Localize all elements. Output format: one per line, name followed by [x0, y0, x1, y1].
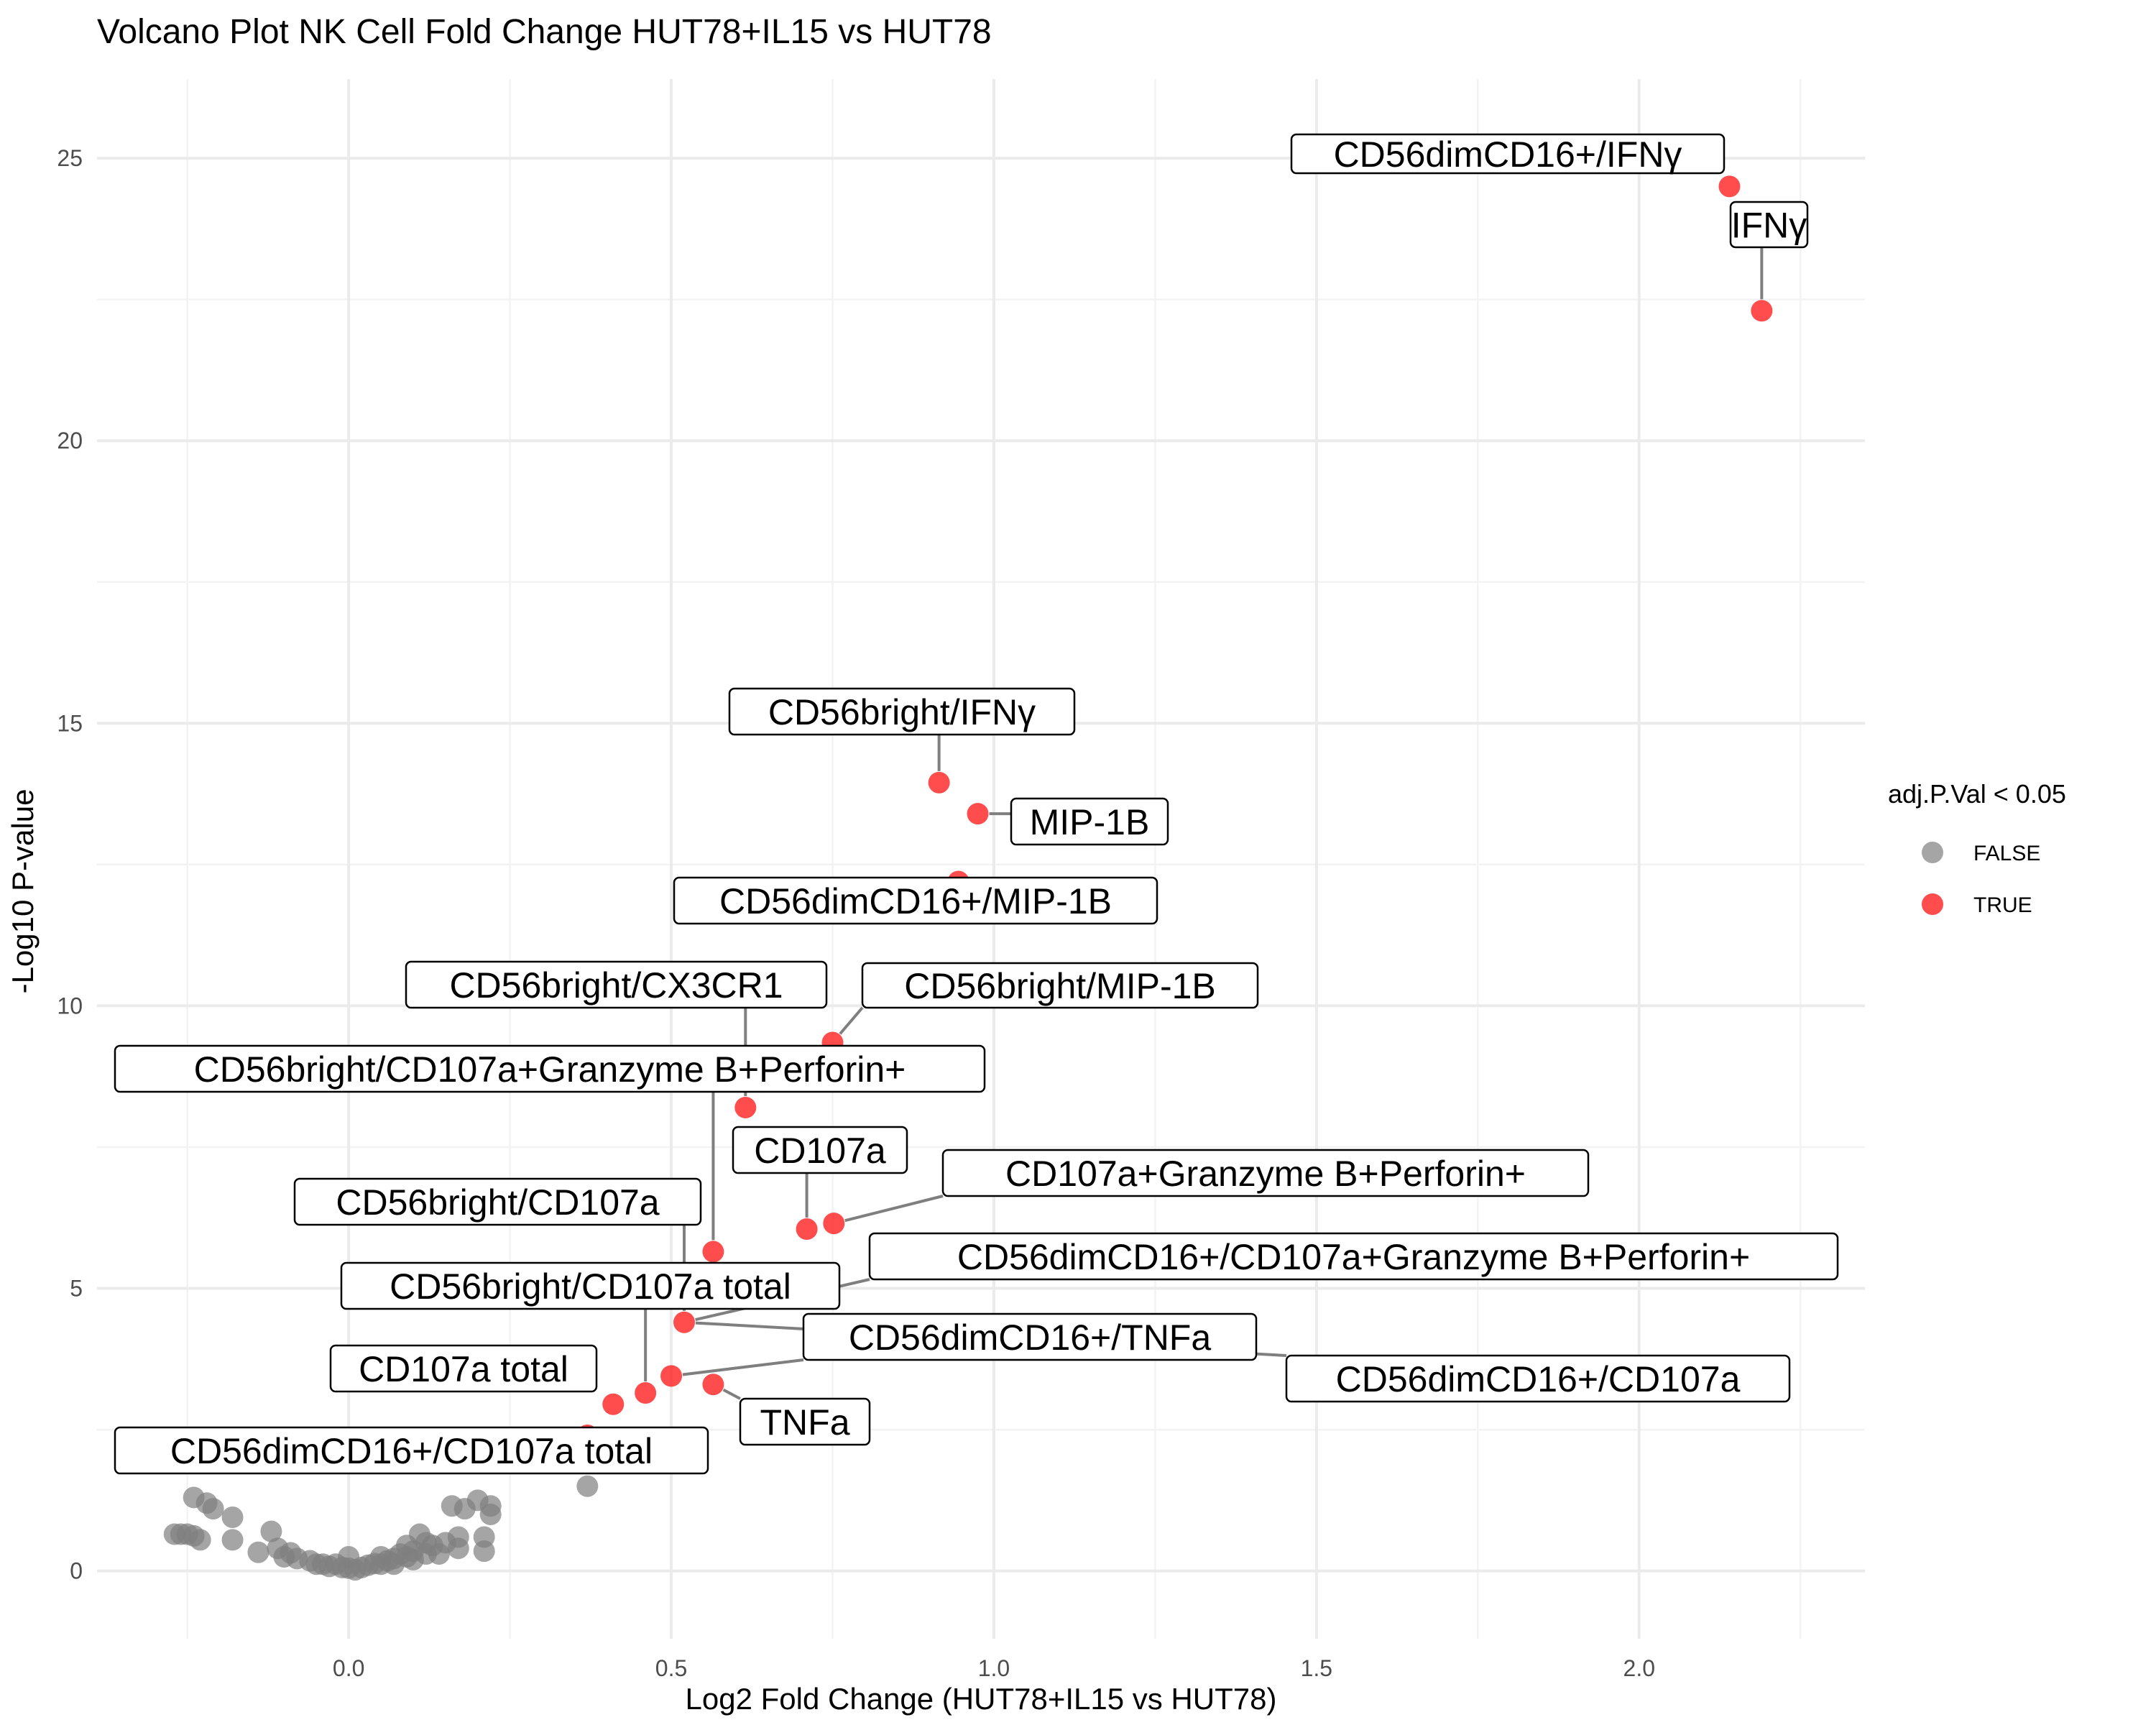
point-label-box	[1285, 1354, 1791, 1403]
point-label: CD56dimCD16+/CD107a+Granzyme B+Perforin+	[957, 1237, 1750, 1277]
point-label-box	[293, 1177, 702, 1226]
y-tick-label: 5	[70, 1276, 83, 1302]
point-labels: CD56dimCD16+/IFNγ IFNγ CD56bright/IFNγ MIP-…	[114, 133, 1839, 1475]
significant-point	[734, 1096, 757, 1118]
nonsignificant-point	[221, 1529, 244, 1551]
significant-point	[635, 1381, 657, 1404]
grid	[97, 79, 1865, 1639]
x-tick-label: 1.0	[978, 1655, 1010, 1681]
y-tick-label: 10	[57, 993, 83, 1018]
significant-point	[1718, 175, 1741, 198]
y-tick-label: 20	[57, 428, 83, 454]
significant-point	[928, 771, 950, 794]
nonsignificant-point	[576, 1475, 599, 1497]
significant-point	[796, 1218, 818, 1240]
point-label-box	[941, 1149, 1590, 1197]
significant-point	[823, 1213, 845, 1235]
point-label-box	[1290, 133, 1726, 175]
nonsignificant-point	[202, 1498, 224, 1520]
legend-title: adj.P.Val < 0.05	[1888, 779, 2066, 809]
y-tick-label: 15	[57, 710, 83, 736]
point-label-box	[405, 960, 828, 1009]
x-axis-title: Log2 Fold Change (HUT78+IL15 vs HUT78)	[686, 1682, 1277, 1716]
x-tick-label: 0.5	[655, 1655, 687, 1681]
point-label: CD107a total	[359, 1349, 568, 1389]
label-connector	[722, 1388, 741, 1400]
label-connector	[844, 1195, 944, 1223]
point-label-box	[1729, 201, 1809, 249]
point-label: CD107a	[754, 1131, 886, 1171]
significant-point	[967, 803, 989, 825]
point-label-box	[728, 687, 1076, 736]
y-axis-title: -Log10 P-value	[6, 789, 40, 994]
legend-key-false	[1922, 842, 1943, 863]
point-label-box	[802, 1312, 1258, 1361]
significant-point	[1751, 300, 1773, 322]
legend-key-true	[1922, 893, 1943, 915]
point-label: MIP-1B	[1030, 802, 1150, 842]
nonsignificant-point	[473, 1526, 495, 1548]
point-label: CD56bright/CD107a+Granzyme B+Perforin+	[194, 1049, 906, 1090]
point-label: IFNγ	[1731, 206, 1807, 246]
label-connector	[682, 1358, 804, 1376]
point-label-box	[868, 1232, 1839, 1281]
nonsignificant-point	[247, 1541, 270, 1563]
point-label-box	[1010, 797, 1169, 846]
point-label: CD56bright/CX3CR1	[449, 965, 783, 1006]
significant-point	[702, 1241, 724, 1263]
legend: adj.P.Val < 0.05 FALSE TRUE	[1888, 779, 2066, 917]
point-label-box	[739, 1397, 871, 1446]
nonsignificant-point	[479, 1504, 502, 1526]
point-label-box	[861, 962, 1259, 1009]
x-tick-label: 0.0	[333, 1655, 364, 1681]
legend-label-false: FALSE	[1973, 842, 2040, 865]
significant-point	[702, 1374, 724, 1396]
significant-point	[660, 1365, 683, 1387]
point-label: CD56bright/MIP-1B	[904, 966, 1216, 1006]
y-axis-ticks: 0 5 10 15 20 25	[57, 145, 83, 1584]
point-label: CD56dimCD16+/MIP-1B	[719, 881, 1112, 921]
y-tick-label: 0	[70, 1558, 83, 1584]
point-label: CD56bright/IFNγ	[768, 692, 1036, 732]
point-label: CD56dimCD16+/IFNγ	[1334, 134, 1682, 175]
x-axis-ticks: 0.0 0.5 1.0 1.5 2.0	[333, 1655, 1655, 1681]
point-label: CD56dimCD16+/CD107a	[1336, 1359, 1741, 1399]
nonsignificant-point	[447, 1526, 469, 1548]
nonsignificant-point	[260, 1520, 282, 1542]
legend-label-true: TRUE	[1973, 893, 2032, 917]
label-connector	[839, 1006, 864, 1035]
point-label-box	[340, 1261, 841, 1310]
y-tick-label: 25	[57, 145, 83, 171]
point-label: CD107a+Granzyme B+Perforin+	[1005, 1154, 1526, 1194]
chart-title: Volcano Plot NK Cell Fold Change HUT78+I…	[97, 13, 992, 51]
data-points	[163, 175, 1773, 1581]
point-label: CD56dimCD16+/TNFa	[849, 1317, 1212, 1358]
point-label-box	[732, 1126, 908, 1174]
significant-point	[673, 1311, 696, 1333]
nonsignificant-point	[221, 1506, 244, 1528]
point-label-box	[673, 876, 1158, 925]
x-tick-label: 2.0	[1623, 1655, 1655, 1681]
point-label: CD56dimCD16+/CD107a total	[170, 1431, 653, 1471]
significant-point	[602, 1393, 625, 1415]
point-label: CD56bright/CD107a	[336, 1182, 659, 1223]
point-label: CD56bright/CD107a total	[390, 1266, 791, 1307]
point-label-box	[329, 1344, 598, 1393]
x-tick-label: 1.5	[1301, 1655, 1332, 1681]
point-label: TNFa	[760, 1402, 850, 1443]
point-label-box	[114, 1044, 986, 1093]
point-label-box	[114, 1426, 709, 1475]
nonsignificant-point	[189, 1529, 211, 1551]
